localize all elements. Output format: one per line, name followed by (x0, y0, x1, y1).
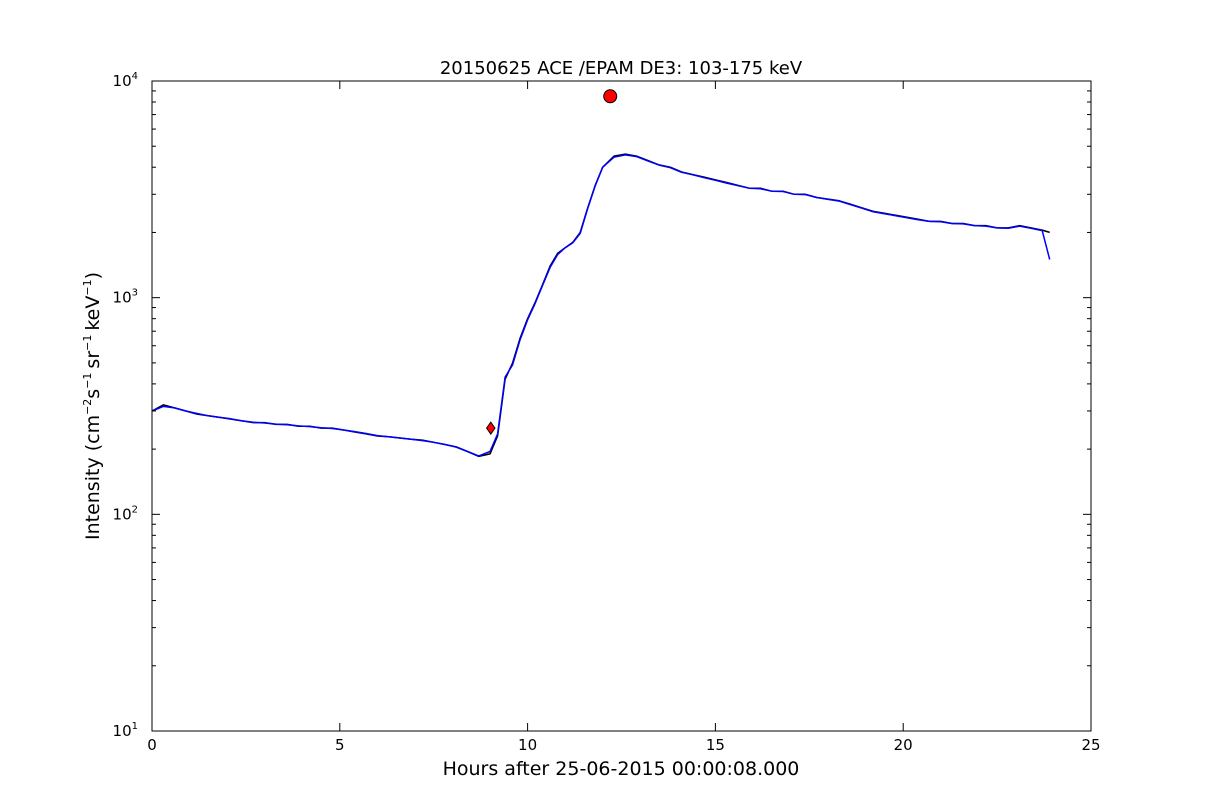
series-line-2 (151, 154, 1051, 457)
x-tick-label: 15 (706, 736, 725, 754)
x-axis-label: Hours after 25-06-2015 00:00:08.000 (443, 758, 800, 780)
plot-area (151, 153, 1051, 458)
y-axis: 101 102 103 104 (113, 71, 1091, 740)
x-tick-label: 10 (518, 736, 537, 754)
y-tick-label: 104 (113, 71, 138, 90)
event-markers (485, 89, 618, 435)
onset-marker (485, 421, 496, 435)
x-tick-label: 20 (894, 736, 913, 754)
peak-marker (603, 89, 618, 104)
chart-title: 20150625 ACE /EPAM DE3: 103-175 keV (440, 58, 803, 79)
x-tick-label: 25 (1081, 736, 1100, 754)
x-tick-label: 5 (335, 736, 345, 754)
y-tick-label: 102 (113, 504, 138, 523)
x-tick-label: 0 (147, 736, 157, 754)
y-tick-label: 101 (113, 721, 138, 740)
y-axis-label: Intensity (cm−2s−1sr−1keV−1) (81, 272, 104, 540)
x-axis: 0 5 10 15 20 25 (147, 81, 1101, 754)
plot-frame (151, 80, 1092, 732)
y-tick-label: 103 (113, 288, 138, 307)
